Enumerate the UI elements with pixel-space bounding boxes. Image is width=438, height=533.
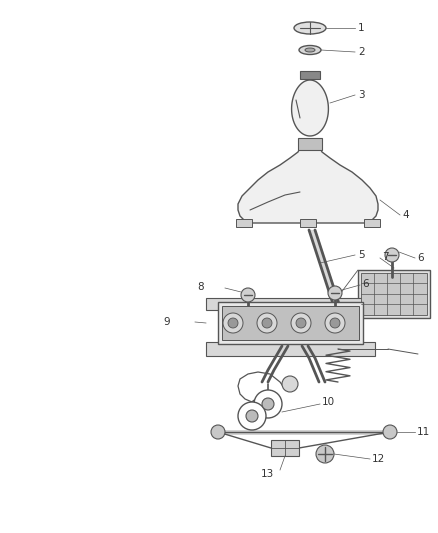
Circle shape xyxy=(383,425,397,439)
Bar xyxy=(222,306,359,340)
Text: 11: 11 xyxy=(417,427,430,437)
Circle shape xyxy=(262,318,272,328)
Polygon shape xyxy=(292,80,328,136)
Circle shape xyxy=(291,313,311,333)
Bar xyxy=(358,270,430,318)
Circle shape xyxy=(257,313,277,333)
Text: 10: 10 xyxy=(322,397,335,407)
Text: 7: 7 xyxy=(382,252,389,262)
Text: 1: 1 xyxy=(358,23,364,33)
Bar xyxy=(300,219,316,227)
Bar xyxy=(300,71,320,79)
Circle shape xyxy=(296,318,306,328)
Text: 9: 9 xyxy=(163,317,170,327)
Bar xyxy=(206,298,375,310)
Circle shape xyxy=(262,398,274,410)
Text: 5: 5 xyxy=(358,250,364,260)
Polygon shape xyxy=(238,148,378,223)
Ellipse shape xyxy=(294,22,326,34)
Text: 12: 12 xyxy=(372,454,385,464)
Bar xyxy=(298,138,322,150)
Ellipse shape xyxy=(299,45,321,54)
Circle shape xyxy=(282,376,298,392)
Circle shape xyxy=(254,390,282,418)
Text: 6: 6 xyxy=(362,279,369,289)
Circle shape xyxy=(325,313,345,333)
Bar xyxy=(236,219,252,227)
Text: 8: 8 xyxy=(198,282,204,292)
Bar xyxy=(271,440,299,456)
Bar xyxy=(218,302,363,344)
Text: 13: 13 xyxy=(260,469,274,479)
Circle shape xyxy=(228,318,238,328)
Circle shape xyxy=(238,402,266,430)
Circle shape xyxy=(328,286,342,300)
Circle shape xyxy=(385,248,399,262)
Text: 2: 2 xyxy=(358,47,364,57)
Circle shape xyxy=(211,425,225,439)
Bar xyxy=(206,342,375,356)
Ellipse shape xyxy=(305,48,315,52)
Circle shape xyxy=(241,288,255,302)
Circle shape xyxy=(223,313,243,333)
Text: 3: 3 xyxy=(358,90,364,100)
Bar xyxy=(364,219,380,227)
Text: 4: 4 xyxy=(402,210,409,220)
Circle shape xyxy=(330,318,340,328)
Circle shape xyxy=(246,410,258,422)
Circle shape xyxy=(316,445,334,463)
Bar xyxy=(361,273,427,315)
Text: 6: 6 xyxy=(417,253,424,263)
